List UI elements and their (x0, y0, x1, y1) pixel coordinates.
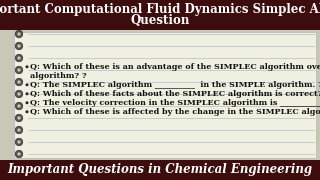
Text: algorithm? ?: algorithm? ? (30, 72, 87, 80)
Circle shape (17, 152, 21, 156)
Circle shape (26, 101, 28, 104)
Circle shape (26, 83, 28, 86)
Text: Q: The SIMPLEC algorithm __________  in the SIMPLE algorithm. ?: Q: The SIMPLEC algorithm __________ in t… (30, 81, 320, 89)
Circle shape (15, 78, 23, 86)
Circle shape (15, 90, 23, 98)
Circle shape (17, 128, 21, 132)
Circle shape (15, 30, 23, 38)
Bar (0, 0, 320, 30)
Circle shape (17, 56, 21, 60)
Text: Q: Which of these is an advantage of the SIMPLEC algorithm over the SIMPLE: Q: Which of these is an advantage of the… (30, 63, 320, 71)
Circle shape (15, 138, 23, 146)
Circle shape (17, 116, 21, 120)
Text: Q: The velocity correction in the SIMPLEC algorithm is ____________ ?: Q: The velocity correction in the SIMPLE… (30, 99, 320, 107)
Circle shape (15, 102, 23, 110)
Circle shape (26, 92, 28, 95)
Circle shape (15, 126, 23, 134)
Text: Q: Which of these facts about the SIMPLEC algorithm is correct? ?: Q: Which of these facts about the SIMPLE… (30, 90, 320, 98)
Text: Q: Which of these is affected by the change in the SIMPLEC algorithm? ?: Q: Which of these is affected by the cha… (30, 108, 320, 116)
Text: Important Questions in Chemical Engineering: Important Questions in Chemical Engineer… (7, 163, 313, 177)
Bar (14, 32, 316, 158)
Circle shape (15, 150, 23, 158)
Circle shape (15, 54, 23, 62)
Circle shape (17, 92, 21, 96)
Circle shape (17, 140, 21, 144)
Circle shape (17, 68, 21, 72)
Circle shape (15, 66, 23, 74)
Bar (0, 160, 320, 180)
Text: 50+ Important Computational Fluid Dynamics Simplec Algorithm: 50+ Important Computational Fluid Dynami… (0, 3, 320, 17)
Circle shape (17, 44, 21, 48)
Circle shape (15, 42, 23, 50)
Circle shape (15, 114, 23, 122)
Circle shape (17, 32, 21, 36)
Circle shape (26, 110, 28, 113)
Text: Question: Question (130, 15, 190, 28)
Circle shape (26, 65, 28, 68)
Circle shape (17, 104, 21, 108)
Circle shape (17, 80, 21, 84)
